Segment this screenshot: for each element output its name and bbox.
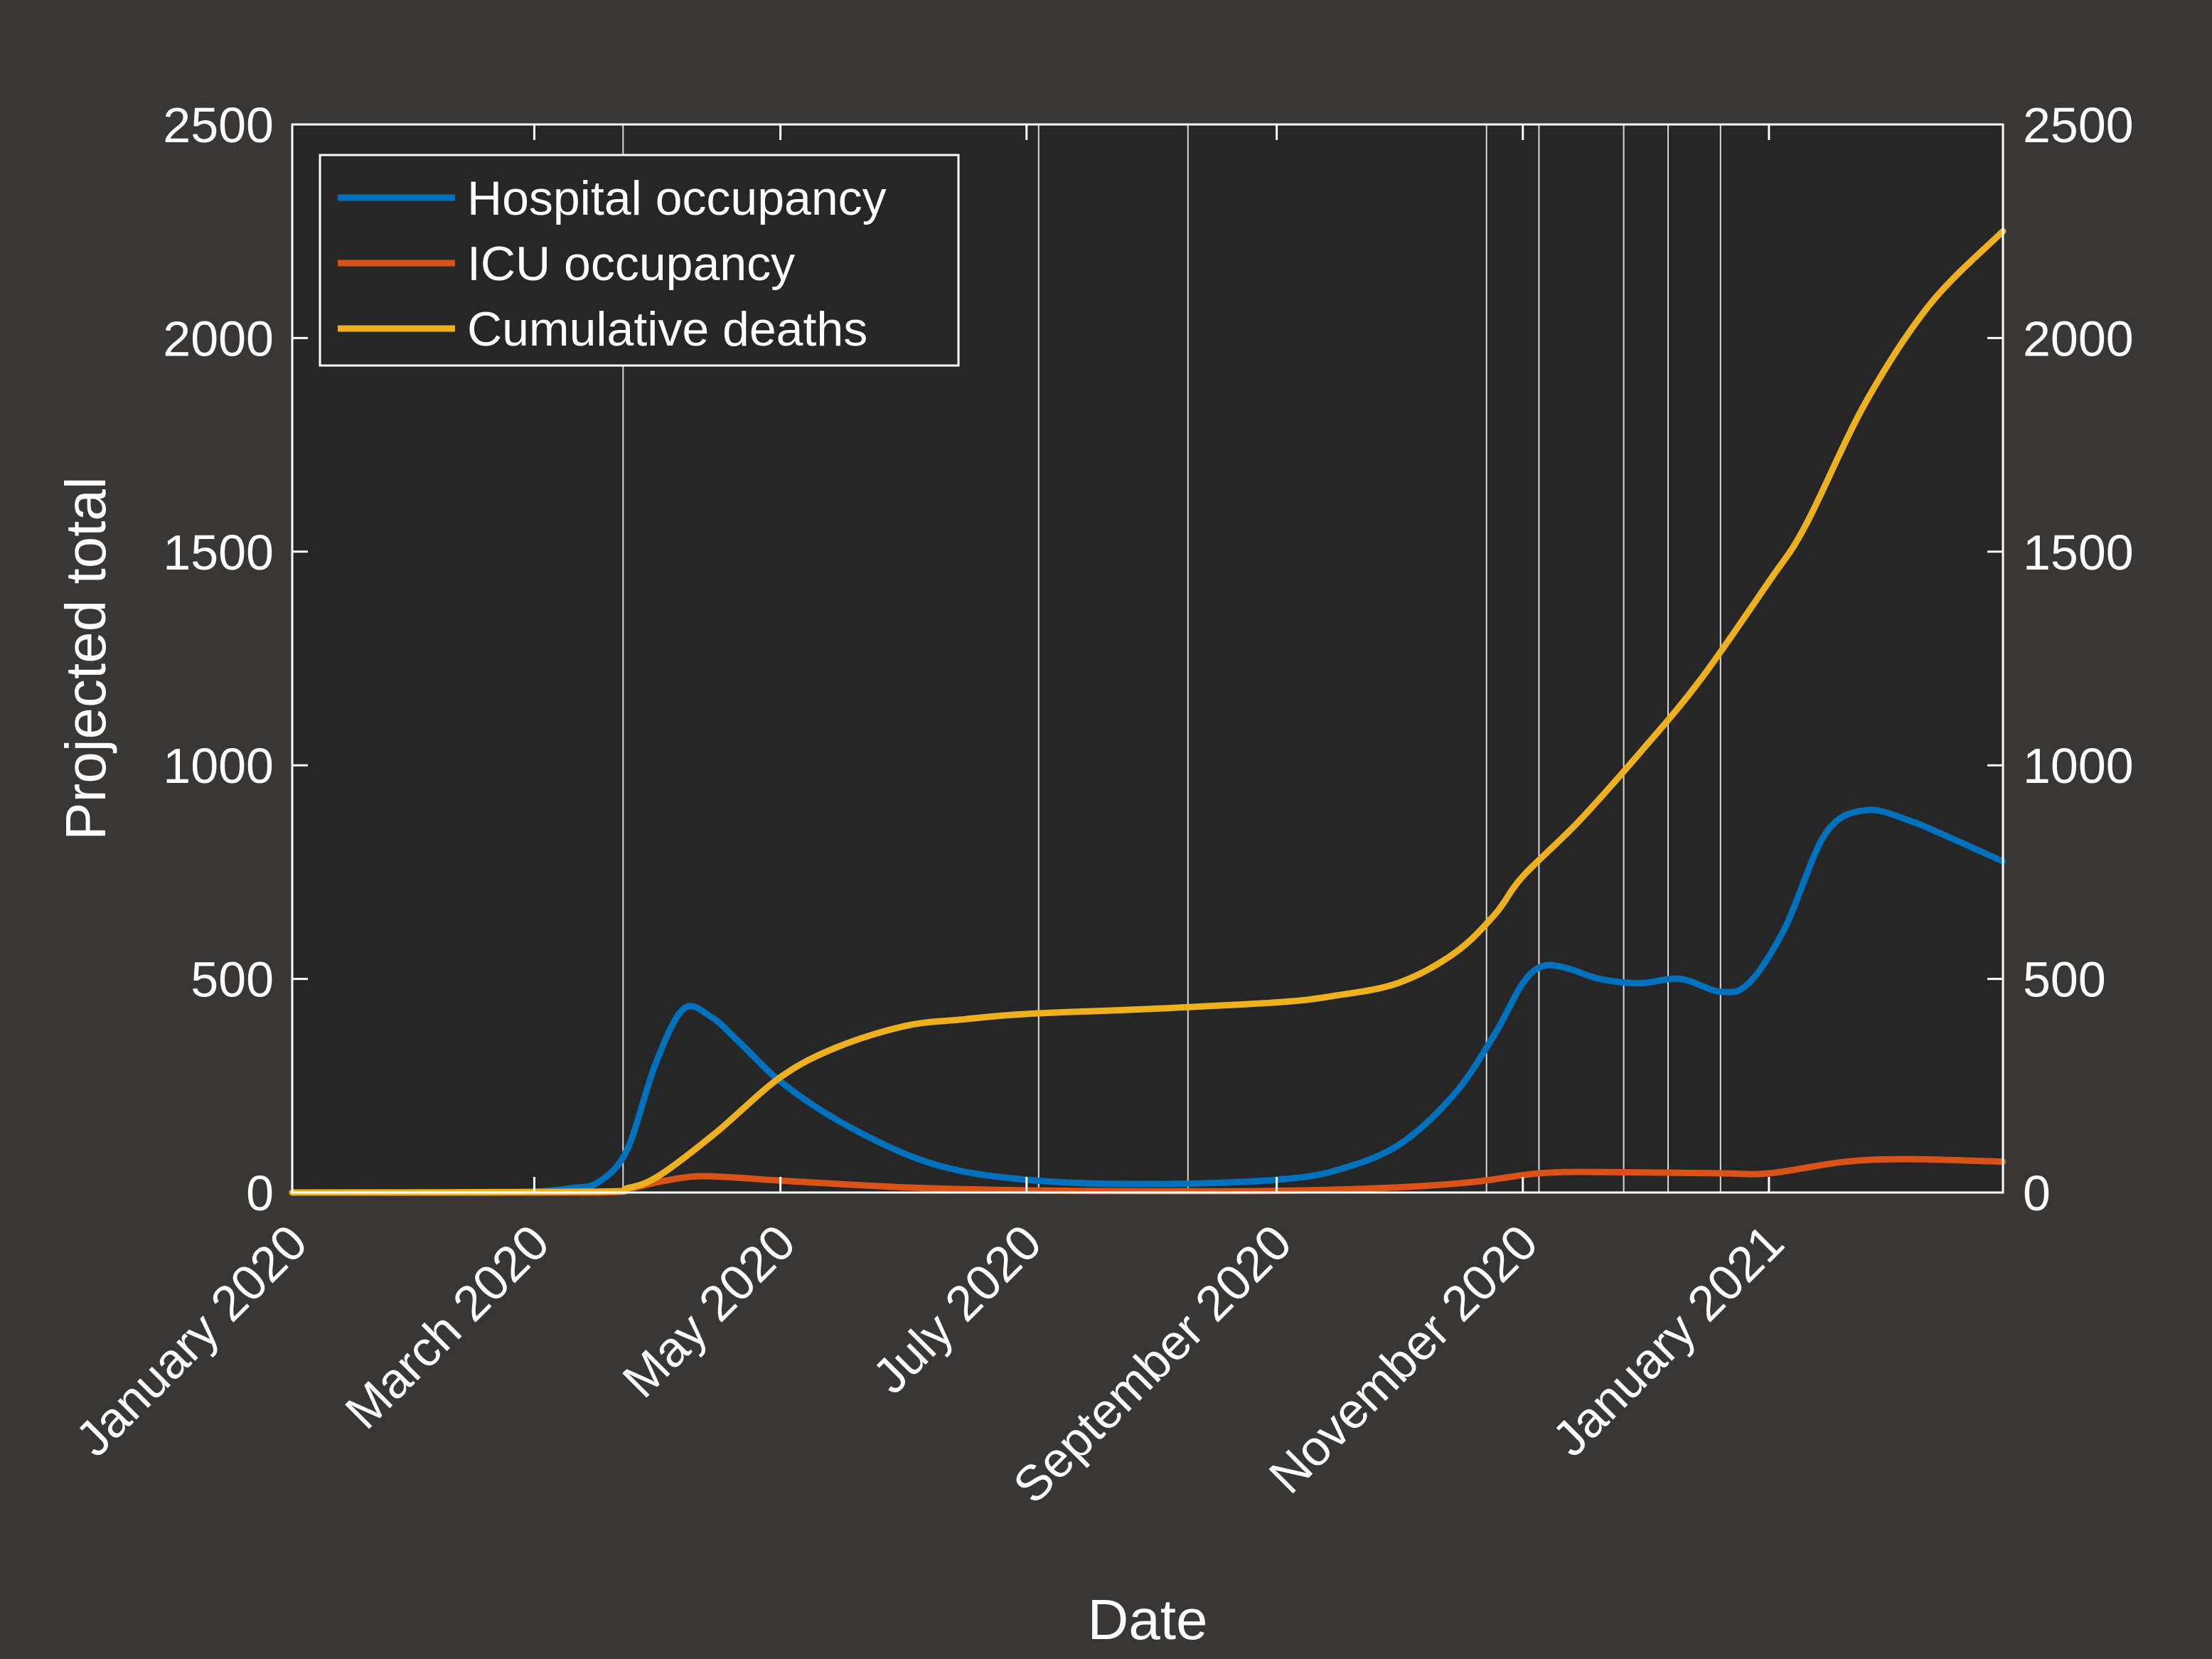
right-y-tick-label: 2000 (2023, 311, 2134, 366)
right-y-tick-label: 500 (2023, 952, 2106, 1008)
y-tick-label: 1000 (163, 738, 274, 794)
y-tick-label: 500 (191, 952, 274, 1008)
event-lines (622, 124, 1721, 1193)
y-tick-label: 0 (246, 1165, 274, 1221)
y-tick-label: 2000 (163, 311, 274, 366)
right-y-tick-label: 2500 (2023, 97, 2134, 153)
y-tick-label: 2500 (163, 97, 274, 153)
series-line-hospital-occupancy (289, 806, 2007, 1196)
right-y-tick-label: 1000 (2023, 738, 2134, 794)
plot-frame (291, 123, 2004, 1194)
series-lines (289, 228, 2007, 1196)
x-axis-label: Date (1088, 1588, 1208, 1651)
y-tick-label: 1500 (163, 525, 274, 580)
series-line-cumulative-deaths (289, 228, 2007, 1196)
y-axis-label: Projected total (54, 476, 117, 840)
legend-label-icu-occupancy: ICU occupancy (467, 237, 795, 291)
right-y-tick-label: 0 (2023, 1165, 2051, 1221)
legend-label-cumulative-deaths: Cumulative deaths (467, 302, 867, 356)
legend: Hospital occupancy ICU occupancy Cumulativ… (319, 154, 960, 367)
legend-label-hospital-occupancy: Hospital occupancy (467, 171, 887, 225)
right-y-tick-label: 1500 (2023, 525, 2134, 580)
